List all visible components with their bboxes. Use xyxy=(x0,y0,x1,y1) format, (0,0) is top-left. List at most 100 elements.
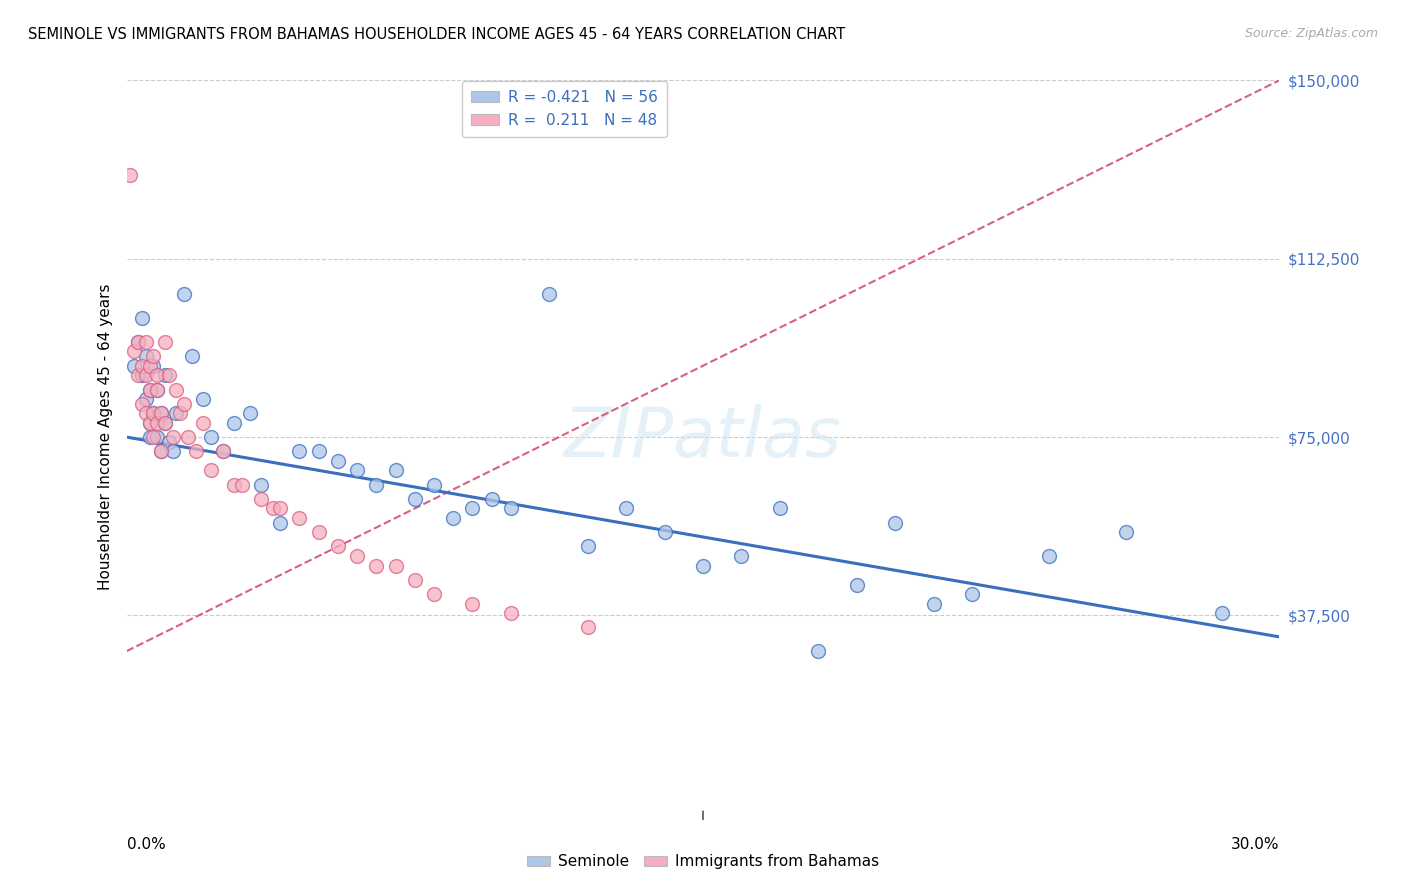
Point xyxy=(135,368,157,383)
Point xyxy=(692,558,714,573)
Point xyxy=(614,501,637,516)
Point xyxy=(884,516,907,530)
Point xyxy=(142,406,165,420)
Y-axis label: Householder Income Ages 45 - 64 years: Householder Income Ages 45 - 64 years xyxy=(97,284,112,591)
Point xyxy=(138,416,160,430)
Point xyxy=(384,558,406,573)
Point xyxy=(127,368,149,383)
Point xyxy=(1211,606,1233,620)
Point xyxy=(1115,525,1137,540)
Point xyxy=(184,444,207,458)
Point xyxy=(146,416,169,430)
Point xyxy=(461,597,484,611)
Text: Source: ZipAtlas.com: Source: ZipAtlas.com xyxy=(1244,27,1378,40)
Point xyxy=(231,477,253,491)
Point xyxy=(169,406,191,420)
Point xyxy=(730,549,752,563)
Point xyxy=(461,501,484,516)
Point xyxy=(366,558,388,573)
Point xyxy=(441,511,464,525)
Point xyxy=(138,416,160,430)
Point xyxy=(138,430,160,444)
Text: SEMINOLE VS IMMIGRANTS FROM BAHAMAS HOUSEHOLDER INCOME AGES 45 - 64 YEARS CORREL: SEMINOLE VS IMMIGRANTS FROM BAHAMAS HOUS… xyxy=(28,27,845,42)
Point xyxy=(162,444,184,458)
Point xyxy=(308,525,330,540)
Text: 0.0%: 0.0% xyxy=(127,837,166,852)
Point xyxy=(135,334,157,349)
Point xyxy=(481,491,503,506)
Point xyxy=(157,434,180,449)
Point xyxy=(238,406,260,420)
Point xyxy=(153,416,176,430)
Point xyxy=(153,334,176,349)
Point xyxy=(211,444,233,458)
Point xyxy=(122,359,145,373)
Point xyxy=(122,344,145,359)
Text: ZIPatlas: ZIPatlas xyxy=(564,403,842,471)
Point xyxy=(131,397,153,411)
Legend: R = -0.421   N = 56, R =  0.211   N = 48: R = -0.421 N = 56, R = 0.211 N = 48 xyxy=(463,81,666,136)
Point xyxy=(162,430,184,444)
Point xyxy=(366,477,388,491)
Point xyxy=(346,549,368,563)
Point xyxy=(250,491,273,506)
Point xyxy=(146,430,169,444)
Point xyxy=(326,454,349,468)
Point xyxy=(127,334,149,349)
Point xyxy=(138,383,160,397)
Point xyxy=(150,444,173,458)
Point xyxy=(150,406,173,420)
Point xyxy=(269,516,291,530)
Point xyxy=(150,444,173,458)
Point xyxy=(127,334,149,349)
Point xyxy=(326,540,349,554)
Point xyxy=(922,597,945,611)
Point xyxy=(384,463,406,477)
Point xyxy=(146,383,169,397)
Point xyxy=(654,525,676,540)
Point xyxy=(423,477,446,491)
Point xyxy=(138,383,160,397)
Point xyxy=(120,169,142,183)
Point xyxy=(224,477,246,491)
Point xyxy=(173,287,195,301)
Point xyxy=(200,463,222,477)
Point xyxy=(576,540,599,554)
Point xyxy=(131,311,153,326)
Point xyxy=(135,392,157,406)
Point xyxy=(769,501,792,516)
Point xyxy=(193,392,215,406)
Point xyxy=(576,620,599,634)
Point xyxy=(499,606,522,620)
Point xyxy=(131,368,153,383)
Point xyxy=(131,359,153,373)
Point xyxy=(135,406,157,420)
Legend: Seminole, Immigrants from Bahamas: Seminole, Immigrants from Bahamas xyxy=(522,848,884,875)
Point xyxy=(142,359,165,373)
Point xyxy=(180,349,202,363)
Point xyxy=(200,430,222,444)
Point xyxy=(142,406,165,420)
Point xyxy=(250,477,273,491)
Point xyxy=(173,397,195,411)
Point xyxy=(288,444,311,458)
Point xyxy=(538,287,561,301)
Point xyxy=(193,416,215,430)
Point xyxy=(142,430,165,444)
Point xyxy=(346,463,368,477)
Point xyxy=(138,359,160,373)
Point xyxy=(166,406,188,420)
Point xyxy=(142,349,165,363)
Point xyxy=(146,368,169,383)
Text: 30.0%: 30.0% xyxy=(1232,837,1279,852)
Point xyxy=(224,416,246,430)
Point xyxy=(166,383,188,397)
Point xyxy=(404,573,426,587)
Point xyxy=(153,416,176,430)
Point xyxy=(423,587,446,601)
Point xyxy=(146,383,169,397)
Point xyxy=(150,406,173,420)
Point xyxy=(135,349,157,363)
Point xyxy=(1038,549,1060,563)
Point xyxy=(269,501,291,516)
